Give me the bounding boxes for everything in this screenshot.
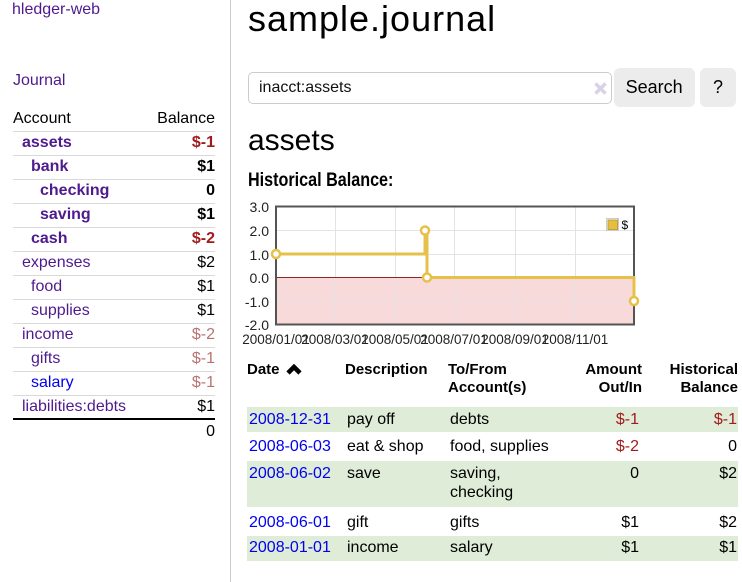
svg-text:2.0: 2.0 — [250, 223, 270, 239]
svg-text:2008/11/01: 2008/11/01 — [542, 332, 609, 347]
svg-text:2008/05/01: 2008/05/01 — [361, 332, 429, 347]
svg-text:-2.0: -2.0 — [245, 317, 269, 333]
svg-text:-1.0: -1.0 — [245, 294, 269, 310]
svg-text:2008/09/01: 2008/09/01 — [481, 332, 549, 347]
svg-text:0.0: 0.0 — [250, 270, 270, 286]
svg-text:3.0: 3.0 — [250, 199, 270, 215]
svg-text:2008/01/01: 2008/01/01 — [242, 332, 310, 347]
svg-text:$: $ — [622, 218, 629, 232]
svg-text:1.0: 1.0 — [250, 247, 270, 263]
svg-text:2008/03/01: 2008/03/01 — [301, 332, 369, 347]
svg-text:2008/07/01: 2008/07/01 — [420, 332, 488, 347]
